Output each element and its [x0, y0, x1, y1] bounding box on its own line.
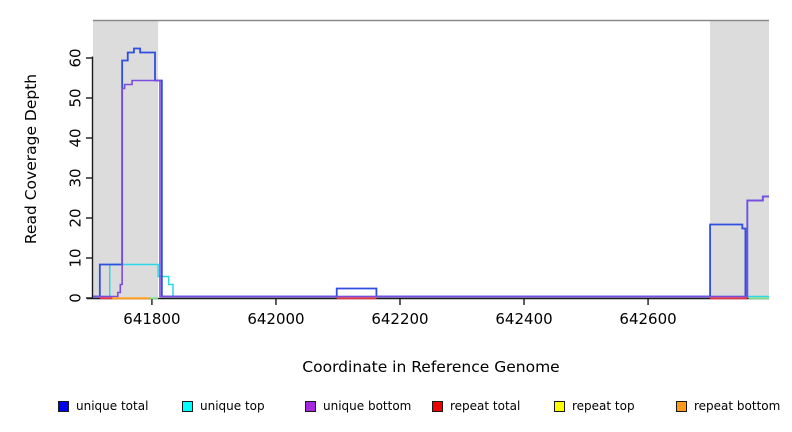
legend-label: repeat bottom	[694, 399, 781, 413]
y-tick-label: 0	[67, 293, 85, 303]
y-tick-label: 40	[67, 128, 85, 147]
legend-swatch-icon	[432, 400, 443, 412]
y-tick-label: 10	[67, 248, 85, 267]
y-axis-title: Read Coverage Depth	[22, 73, 40, 245]
legend-label: unique bottom	[323, 399, 412, 413]
legend-swatch-icon	[58, 400, 69, 412]
shaded-region	[93, 20, 159, 297]
series-unique-top	[93, 263, 769, 298]
x-axis-title: Coordinate in Reference Genome	[302, 358, 560, 376]
legend-item-unique-bottom: unique bottom	[305, 399, 411, 413]
x-tick-label: 641800	[123, 310, 180, 328]
legend-item-repeat-top: repeat top	[554, 399, 635, 413]
legend-item-unique-top: unique top	[182, 399, 265, 413]
x-tick-label: 642600	[619, 310, 676, 328]
legend-label: repeat total	[450, 399, 521, 413]
legend-label: unique top	[200, 399, 265, 413]
x-tick-label: 642400	[495, 310, 552, 328]
legend-swatch-icon	[554, 400, 565, 412]
legend-swatch-icon	[676, 400, 687, 412]
y-tick-label: 50	[67, 88, 85, 107]
coverage-chart: 0 10 20 30 40 50 60 641800 642000 642200 642400 642…	[67, 19, 769, 328]
legend-swatch-icon	[182, 400, 193, 412]
x-tick-label: 642200	[371, 310, 428, 328]
chart-legend: unique total unique top unique bottom repea…	[0, 399, 792, 419]
series-unique-bottom	[93, 79, 769, 298]
legend-swatch-icon	[305, 400, 316, 412]
shaded-region	[710, 20, 769, 297]
y-tick-label: 20	[67, 208, 85, 227]
y-tick-label: 30	[67, 168, 85, 187]
legend-label: repeat top	[572, 399, 635, 413]
y-tick-label: 60	[67, 48, 85, 67]
legend-item-repeat-total: repeat total	[432, 399, 520, 413]
series-unique-total	[93, 47, 769, 298]
x-tick-label: 642000	[247, 310, 304, 328]
legend-item-unique-total: unique total	[58, 399, 148, 413]
legend-item-repeat-bottom: repeat bottom	[676, 399, 780, 413]
legend-label: unique total	[76, 399, 149, 413]
